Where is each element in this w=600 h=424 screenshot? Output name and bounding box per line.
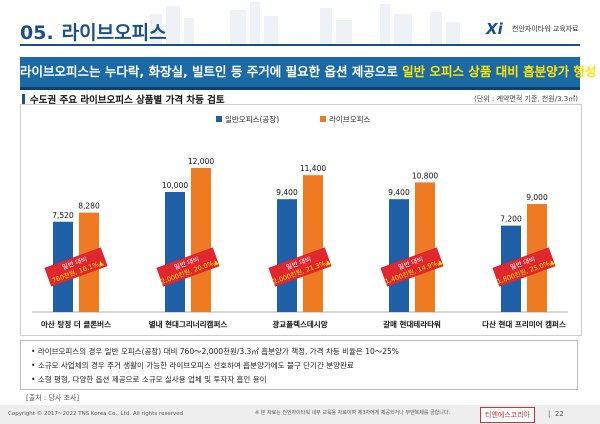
diff-annotation-box (380, 247, 444, 287)
diff-annotation-box (492, 247, 556, 287)
unit-note: (단위 : 계약면적 기준, 천원/3.3㎡) (474, 95, 578, 103)
source-note: [출처 : 당사 조사] (26, 394, 80, 402)
value-label-general: 9,400 (276, 188, 298, 197)
page-title: 05. 라이브오피스 (20, 18, 167, 45)
banner-text: 라이브오피스는 누다락, 화장실, 빌트인 등 주거에 필요한 옵션 제공으로 (20, 64, 403, 79)
bar-general (389, 199, 409, 312)
chart-frame (20, 104, 582, 336)
brand-badge: 티엔에스코리아 (480, 407, 536, 423)
note-item: • 소규모 사업체의 경우 주거 생활이 가능한 라이브오피스 선호하여 흡분양… (31, 361, 354, 370)
category-label: 아산 탕정 더 클론버스 (41, 319, 111, 329)
category-label: 갈매 현대테라타워 (383, 319, 441, 329)
logo-caption: 천안자이타워 교육자료 (512, 25, 579, 33)
value-label-general: 9,400 (388, 188, 410, 197)
category-label: 광교플렉스데시앙 (272, 319, 327, 329)
legend-swatch (216, 116, 222, 122)
value-label-live: 12,000 (188, 157, 214, 166)
bar-live (303, 175, 323, 312)
note-item: • 라이브오피스의 경우 일반 오피스(공장) 대비 760～2,000천원/3… (31, 347, 399, 356)
legend-label: 일반오피스(공장) (225, 114, 279, 124)
value-label-live: 11,400 (300, 164, 326, 173)
value-label-live: 9,000 (526, 193, 548, 202)
value-label-general: 7,200 (500, 215, 522, 224)
diff-annotation-box (44, 247, 108, 287)
banner-highlight: 일반 오피스 상품 대비 흡분양가 형성 (402, 64, 597, 79)
section-title: 라이브오피스 (61, 22, 167, 44)
chart-title: 수도권 주요 라이브오피스 상품별 가격 차등 검토 (22, 92, 225, 106)
skyline-decoration (150, 2, 460, 44)
title-marker-icon (22, 94, 25, 104)
note-text: 소규모 사업체의 경우 주거 생활이 가능한 라이브오피스 선호하여 흡분양가에… (37, 361, 354, 370)
value-label-live: 10,800 (412, 171, 438, 180)
bar-live (415, 182, 435, 312)
diff-annotation-box (268, 247, 332, 287)
legend-swatch (320, 116, 326, 122)
category-label: 별내 현대그리너리캠퍼스 (149, 319, 228, 329)
value-label-live: 8,280 (78, 202, 100, 211)
page-number-value: 22 (554, 410, 564, 418)
note-text: 소형 평형, 다양한 옵션 제공으로 소규모 실사용 업체 및 투자자 흡인 용… (37, 375, 267, 384)
category-label: 다산 현대 프리미어 캠퍼스 (482, 319, 566, 329)
footer: Copyright © 2017~2022 TNS Korea Co., Ltd… (0, 405, 600, 424)
bar-live (191, 168, 211, 312)
copyright: Copyright © 2017~2022 TNS Korea Co., Ltd… (8, 411, 184, 417)
bar-general (277, 199, 297, 312)
legend-label: 라이브오피스 (329, 114, 370, 124)
value-label-general: 7,520 (52, 211, 74, 220)
notes-box: • 라이브오피스의 경우 일반 오피스(공장) 대비 760～2,000천원/3… (20, 340, 578, 390)
page-number: | 22 (548, 410, 564, 418)
section-number: 05. (20, 22, 54, 44)
company-logo: Xi 천안자이타워 교육자료 (486, 20, 586, 38)
header-divider (20, 44, 580, 46)
note-item: • 소형 평형, 다양한 옵션 제공으로 소규모 실사용 업체 및 투자자 흡인… (31, 375, 267, 384)
disclaimer: ※ 본 자료는 천안자이타워 내부 교육용 자료이며 제3자에게 제공되거나 무… (255, 410, 451, 416)
bar-general (165, 192, 185, 312)
chart-title-text: 수도권 주요 라이브오피스 상품별 가격 차등 검토 (30, 95, 225, 106)
diff-annotation-box (156, 247, 220, 287)
note-text: 라이브오피스의 경우 일반 오피스(공장) 대비 760～2,000천원/3.3… (37, 347, 399, 356)
xi-logo-icon: Xi (486, 20, 503, 38)
value-label-general: 10,000 (162, 181, 188, 190)
summary-banner: 라이브오피스는 누다락, 화장실, 빌트인 등 주거에 필요한 옵션 제공으로 … (20, 57, 596, 90)
